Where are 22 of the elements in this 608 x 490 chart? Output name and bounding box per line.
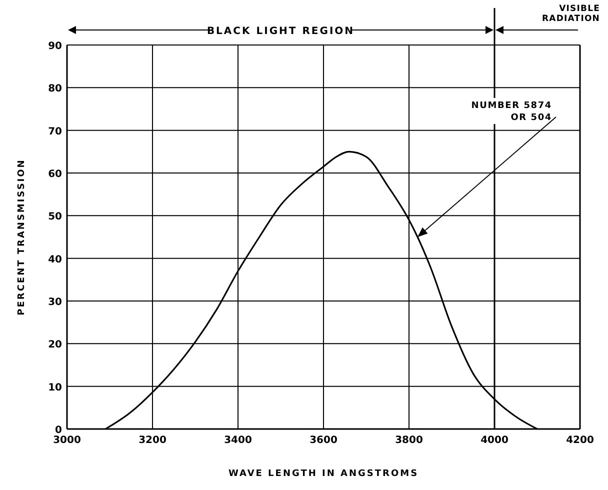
annotation: NUMBER 5874 OR 504 [471,101,552,123]
x-tick-label: 4200 [566,435,594,446]
y-tick-label: 70 [48,126,62,138]
y-tick-label: 20 [48,340,62,351]
x-tick-label: 3400 [224,435,252,446]
x-tick-label: 3200 [138,435,166,446]
text: BLACK LIGHT REGION [206,26,355,37]
y-tick-label: 80 [48,84,62,95]
y-tick-label: 30 [48,297,62,308]
y-tick-label: 40 [48,254,62,266]
y-tick-label: 50 [48,212,62,223]
x-axis-title: WAVE LENGTH IN ANGSTROMS [228,469,419,479]
x-tick-label: 3800 [395,435,423,446]
y-tick-label: 60 [48,169,62,180]
text: VISIBLE RADIATION [542,4,600,24]
y-tick-label: 10 [48,382,62,394]
x-tick-label: 4000 [480,435,508,446]
y-tick-label: 0 [55,425,62,436]
x-tick-label: 3600 [310,435,338,446]
x-tick-label: 3000 [53,435,81,446]
y-axis-title: PERCENT TRANSMISSION [17,158,27,316]
y-tick-label: 90 [48,41,62,52]
